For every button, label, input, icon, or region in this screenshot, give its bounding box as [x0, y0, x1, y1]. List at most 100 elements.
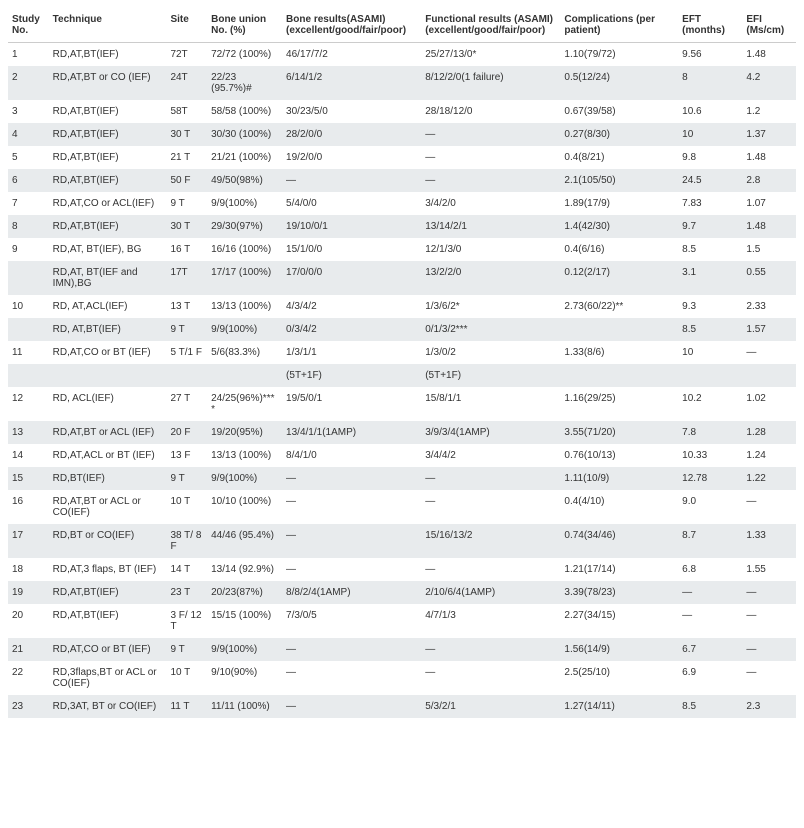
- cell-eft: 7.83: [678, 192, 742, 215]
- cell-efi: —: [742, 638, 796, 661]
- cell-technique: RD, ACL(IEF): [49, 387, 167, 421]
- cell-technique: RD,AT,BT or ACL (IEF): [49, 421, 167, 444]
- cell-site: [166, 364, 207, 387]
- cell-eft: 6.8: [678, 558, 742, 581]
- cell-comp: [560, 318, 678, 341]
- cell-technique: RD,AT,CO or BT (IEF): [49, 638, 167, 661]
- cell-union: 5/6(83.3%): [207, 341, 282, 364]
- cell-efi: 2.8: [742, 169, 796, 192]
- cell-efi: 1.02: [742, 387, 796, 421]
- cell-site: 30 T: [166, 123, 207, 146]
- cell-eft: 7.8: [678, 421, 742, 444]
- cell-study: 2: [8, 66, 49, 100]
- cell-func: 4/7/1/3: [421, 604, 560, 638]
- cell-func: 5/3/2/1: [421, 695, 560, 718]
- cell-efi: 1.37: [742, 123, 796, 146]
- cell-efi: —: [742, 341, 796, 364]
- cell-efi: 2.3: [742, 695, 796, 718]
- cell-eft: 8.5: [678, 695, 742, 718]
- cell-site: 27 T: [166, 387, 207, 421]
- col-eft: EFT (months): [678, 8, 742, 43]
- cell-eft: 10.6: [678, 100, 742, 123]
- cell-func: 12/1/3/0: [421, 238, 560, 261]
- cell-study: 18: [8, 558, 49, 581]
- cell-func: 25/27/13/0*: [421, 43, 560, 67]
- table-row: 13RD,AT,BT or ACL (IEF)20 F19/20(95%)13/…: [8, 421, 796, 444]
- cell-func: —: [421, 467, 560, 490]
- cell-technique: RD,AT,BT(IEF): [49, 215, 167, 238]
- cell-comp: 2.73(60/22)**: [560, 295, 678, 318]
- cell-site: 13 F: [166, 444, 207, 467]
- cell-site: 50 F: [166, 169, 207, 192]
- table-row: 9RD,AT, BT(IEF), BG16 T16/16 (100%)15/1/…: [8, 238, 796, 261]
- cell-func: 2/10/6/4(1AMP): [421, 581, 560, 604]
- cell-site: 17T: [166, 261, 207, 295]
- table-row: 11RD,AT,CO or BT (IEF)5 T/1 F5/6(83.3%)1…: [8, 341, 796, 364]
- cell-technique: RD,AT,BT(IEF): [49, 123, 167, 146]
- cell-site: 24T: [166, 66, 207, 100]
- table-row: 20RD,AT,BT(IEF)3 F/ 12 T15/15 (100%)7/3/…: [8, 604, 796, 638]
- cell-comp: [560, 364, 678, 387]
- cell-bone: —: [282, 558, 421, 581]
- cell-technique: RD,AT,BT(IEF): [49, 100, 167, 123]
- cell-func: 13/2/2/0: [421, 261, 560, 295]
- cell-bone: 0/3/4/2: [282, 318, 421, 341]
- cell-technique: RD,AT,3 flaps, BT (IEF): [49, 558, 167, 581]
- cell-site: 23 T: [166, 581, 207, 604]
- cell-technique: RD,AT,ACL or BT (IEF): [49, 444, 167, 467]
- cell-efi: 2.33: [742, 295, 796, 318]
- cell-efi: [742, 364, 796, 387]
- cell-site: 5 T/1 F: [166, 341, 207, 364]
- cell-efi: —: [742, 661, 796, 695]
- cell-site: 10 T: [166, 661, 207, 695]
- cell-efi: 1.5: [742, 238, 796, 261]
- table-row: 23RD,3AT, BT or CO(IEF)11 T11/11 (100%)—…: [8, 695, 796, 718]
- cell-union: 10/10 (100%): [207, 490, 282, 524]
- cell-study: 4: [8, 123, 49, 146]
- cell-study: 10: [8, 295, 49, 318]
- cell-comp: 0.76(10/13): [560, 444, 678, 467]
- cell-technique: RD,AT,BT(IEF): [49, 604, 167, 638]
- cell-union: 15/15 (100%): [207, 604, 282, 638]
- cell-site: 11 T: [166, 695, 207, 718]
- cell-bone: 19/5/0/1: [282, 387, 421, 421]
- table-row: RD, AT,BT(IEF)9 T9/9(100%)0/3/4/20/1/3/2…: [8, 318, 796, 341]
- cell-eft: 9.56: [678, 43, 742, 67]
- cell-site: 20 F: [166, 421, 207, 444]
- cell-efi: —: [742, 581, 796, 604]
- cell-efi: 1.22: [742, 467, 796, 490]
- cell-comp: 2.27(34/15): [560, 604, 678, 638]
- cell-union: 58/58 (100%): [207, 100, 282, 123]
- cell-func: —: [421, 169, 560, 192]
- cell-efi: 1.48: [742, 43, 796, 67]
- cell-comp: 0.67(39/58): [560, 100, 678, 123]
- cell-eft: 9.0: [678, 490, 742, 524]
- table-row: 17RD,BT or CO(IEF)38 T/ 8 F44/46 (95.4%)…: [8, 524, 796, 558]
- cell-union: 9/9(100%): [207, 467, 282, 490]
- cell-technique: RD, AT,BT(IEF): [49, 318, 167, 341]
- cell-func: 8/12/2/0(1 failure): [421, 66, 560, 100]
- cell-eft: 10: [678, 123, 742, 146]
- cell-technique: RD,BT(IEF): [49, 467, 167, 490]
- col-bone: Bone results(ASAMI) (excellent/good/fair…: [282, 8, 421, 43]
- cell-technique: RD,AT,BT(IEF): [49, 43, 167, 67]
- header-row: Study No. Technique Site Bone union No. …: [8, 8, 796, 43]
- cell-bone: 13/4/1/1(1AMP): [282, 421, 421, 444]
- cell-site: 9 T: [166, 467, 207, 490]
- table-row: 16RD,AT,BT or ACL or CO(IEF)10 T10/10 (1…: [8, 490, 796, 524]
- cell-site: 3 F/ 12 T: [166, 604, 207, 638]
- cell-bone: 15/1/0/0: [282, 238, 421, 261]
- cell-func: —: [421, 146, 560, 169]
- cell-efi: 1.48: [742, 146, 796, 169]
- cell-efi: 1.28: [742, 421, 796, 444]
- cell-comp: 1.89(17/9): [560, 192, 678, 215]
- cell-eft: —: [678, 604, 742, 638]
- cell-study: 5: [8, 146, 49, 169]
- cell-technique: RD,AT, BT(IEF and IMN),BG: [49, 261, 167, 295]
- cell-func: 15/8/1/1: [421, 387, 560, 421]
- cell-technique: RD,AT,BT(IEF): [49, 169, 167, 192]
- cell-study: [8, 364, 49, 387]
- cell-func: 28/18/12/0: [421, 100, 560, 123]
- cell-bone: —: [282, 661, 421, 695]
- cell-bone: 46/17/7/2: [282, 43, 421, 67]
